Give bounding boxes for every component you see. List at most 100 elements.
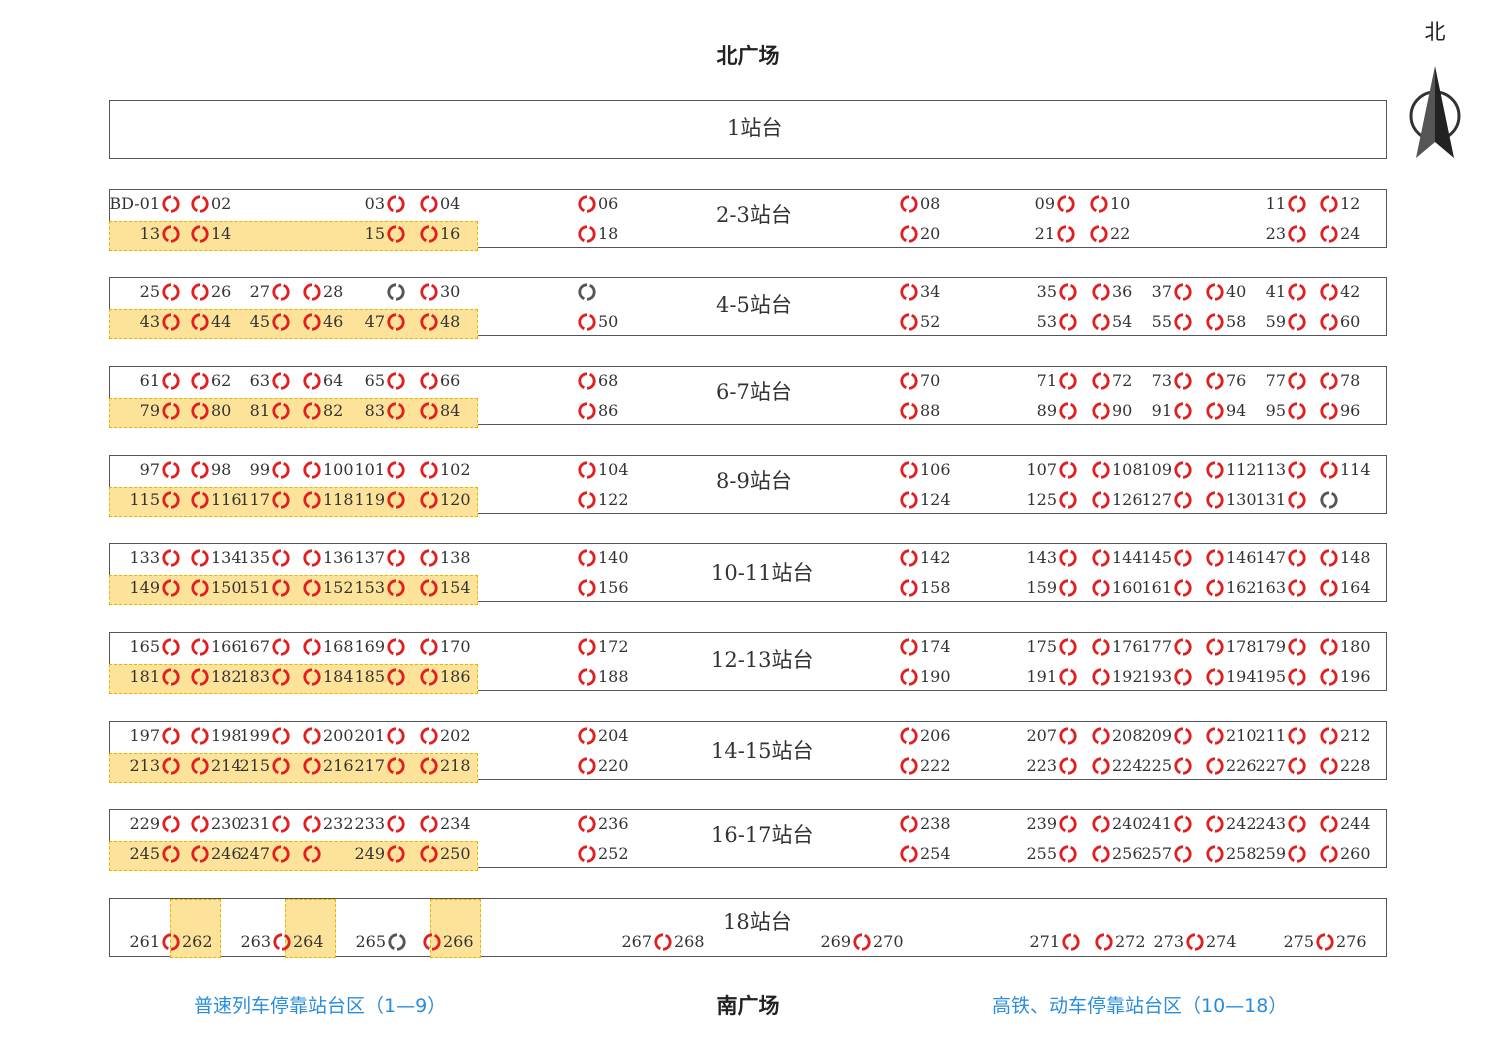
gate-marker-icon — [1206, 372, 1224, 390]
gate-number: 116 — [211, 490, 242, 509]
gate-marker-icon — [1316, 933, 1334, 951]
gate-marker-icon — [1057, 195, 1075, 213]
gate-number: 220 — [598, 756, 629, 775]
gate-marker-icon — [162, 491, 180, 509]
gate-marker-icon — [162, 933, 180, 951]
gate-number: 244 — [1340, 814, 1371, 833]
gate-marker-icon — [578, 195, 596, 213]
gate-marker-icon — [1206, 313, 1224, 331]
gate-marker-icon — [387, 845, 405, 863]
gate-marker-icon — [1174, 313, 1192, 331]
gate-number: 80 — [211, 401, 232, 420]
gate-number: 126 — [1112, 490, 1143, 509]
gate-number: 257 — [1141, 844, 1172, 863]
gate-marker-icon — [303, 313, 321, 331]
gate-marker-icon — [1206, 549, 1224, 567]
gate-marker-icon — [420, 195, 438, 213]
gate-number: 127 — [1141, 490, 1172, 509]
gate-marker-icon — [578, 757, 596, 775]
gate-number: 99 — [249, 460, 270, 479]
gate-number: 226 — [1226, 756, 1257, 775]
gate-marker-icon — [191, 727, 209, 745]
gate-number: 241 — [1141, 814, 1172, 833]
gate-marker-icon — [654, 933, 672, 951]
gate-marker-icon — [387, 638, 405, 656]
gate-marker-icon — [1320, 283, 1338, 301]
gate-number: 172 — [598, 637, 629, 656]
gate-marker-icon — [578, 727, 596, 745]
gate-number: 178 — [1226, 637, 1257, 656]
gate-marker-icon — [191, 845, 209, 863]
gate-marker-icon — [420, 372, 438, 390]
gate-number: 61 — [139, 371, 160, 390]
gate-number: 254 — [920, 844, 951, 863]
gate-marker-icon — [900, 638, 918, 656]
gate-marker-icon — [1092, 491, 1110, 509]
gate-marker-icon — [1320, 757, 1338, 775]
gate-number: 230 — [211, 814, 242, 833]
gate-number: 204 — [598, 726, 629, 745]
gate-number: 258 — [1226, 844, 1257, 863]
gate-number: 236 — [598, 814, 629, 833]
gate-marker-icon — [1092, 461, 1110, 479]
gate-number: 165 — [129, 637, 160, 656]
gate-number: 41 — [1265, 282, 1286, 301]
gate-number: 91 — [1151, 401, 1172, 420]
gate-marker-icon — [1174, 668, 1192, 686]
gate-marker-icon — [1059, 815, 1077, 833]
gate-marker-icon — [1059, 313, 1077, 331]
gate-marker-icon — [1288, 372, 1306, 390]
gate-marker-icon — [162, 225, 180, 243]
gate-number: 20 — [920, 224, 941, 243]
gate-marker-icon — [1174, 638, 1192, 656]
gate-marker-icon — [1206, 757, 1224, 775]
north-arrow-icon: 北 — [1404, 16, 1466, 166]
gate-number: 228 — [1340, 756, 1371, 775]
gate-number: 117 — [239, 490, 270, 509]
gate-marker-icon — [1092, 402, 1110, 420]
gate-number: 83 — [364, 401, 385, 420]
gate-number: 100 — [323, 460, 354, 479]
gate-marker-icon — [162, 579, 180, 597]
gate-marker-icon — [1174, 402, 1192, 420]
gate-marker-icon — [420, 402, 438, 420]
gate-number: 22 — [1110, 224, 1131, 243]
gate-marker-icon — [272, 283, 290, 301]
gate-marker-icon — [900, 815, 918, 833]
gate-number: 242 — [1226, 814, 1257, 833]
gate-number: 136 — [323, 548, 354, 567]
gate-marker-icon — [387, 195, 405, 213]
gate-number: 223 — [1026, 756, 1057, 775]
gate-marker-icon — [162, 638, 180, 656]
gate-marker-icon — [1288, 313, 1306, 331]
gate-number: 166 — [211, 637, 242, 656]
gate-number: 125 — [1026, 490, 1057, 509]
gate-number: 43 — [139, 312, 160, 331]
gate-marker-icon — [303, 727, 321, 745]
gate-marker-icon — [1288, 402, 1306, 420]
gate-marker-icon — [303, 461, 321, 479]
gate-number: 270 — [873, 932, 904, 951]
gate-number: 145 — [1141, 548, 1172, 567]
gate-number: 72 — [1112, 371, 1133, 390]
gate-marker-icon — [900, 549, 918, 567]
gate-number: 174 — [920, 637, 951, 656]
gate-marker-icon — [303, 549, 321, 567]
gate-number: 186 — [440, 667, 471, 686]
gate-marker-icon — [1092, 549, 1110, 567]
gate-number: 224 — [1112, 756, 1143, 775]
gate-marker-icon — [303, 638, 321, 656]
gate-number: 78 — [1340, 371, 1361, 390]
gate-marker-icon — [387, 461, 405, 479]
gate-number: 148 — [1340, 548, 1371, 567]
gate-marker-icon — [578, 402, 596, 420]
gate-number: 63 — [249, 371, 270, 390]
gate-number: 118 — [323, 490, 354, 509]
highlight-zone — [430, 899, 481, 958]
gate-number: 73 — [1151, 371, 1172, 390]
gate-number: 30 — [440, 282, 461, 301]
gate-number: 163 — [1255, 578, 1286, 597]
gate-marker-icon — [303, 757, 321, 775]
gate-number: 210 — [1226, 726, 1257, 745]
gate-marker-icon — [191, 757, 209, 775]
